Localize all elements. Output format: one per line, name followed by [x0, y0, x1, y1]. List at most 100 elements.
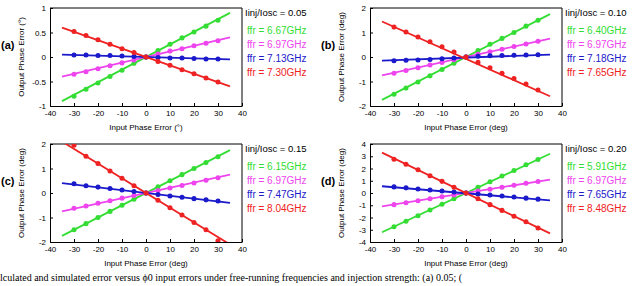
y-tick-label: -3: [359, 226, 367, 235]
simulated-point: [95, 80, 100, 85]
simulated-point: [71, 53, 76, 58]
x-tick-mark: [242, 103, 243, 106]
simulated-point: [523, 53, 528, 58]
x-axis-title: Input Phase Error (deg): [424, 123, 508, 132]
x-tick-label: -30: [69, 109, 81, 118]
plot-area: [382, 153, 550, 234]
x-tick-label: 10: [486, 109, 495, 118]
simulated-point: [523, 81, 528, 86]
simulated-point: [499, 36, 504, 41]
simulated-point: [451, 50, 456, 55]
y-tick-label: 1: [362, 29, 367, 38]
calculated-line: [62, 37, 230, 76]
y-axis-title: Output Phase Error (deg): [337, 12, 346, 102]
plot-frame: [370, 8, 562, 106]
simulated-point: [499, 47, 504, 52]
x-axis: -40-30-20-10010203040: [45, 239, 248, 254]
y-tick: 0: [362, 189, 373, 198]
x-axis-title: Input Phase Error (°): [109, 123, 183, 132]
calculated-line: [382, 21, 550, 96]
simulated-point: [155, 59, 160, 64]
simulated-point: [179, 55, 184, 60]
simulated-point: [95, 37, 100, 42]
legend-entry: ffr = 7.13GHz: [247, 53, 307, 64]
y-tick-label: -1: [39, 214, 47, 223]
x-tick-label: 30: [214, 245, 223, 254]
panel-label: (c): [1, 175, 15, 187]
y-tick: 1: [42, 165, 53, 174]
y-tick: -1: [39, 102, 53, 111]
x-tick-mark: [394, 239, 395, 242]
simulated-point: [143, 190, 148, 195]
simulated-point: [191, 196, 196, 201]
x-tick-label: -40: [365, 109, 377, 118]
simulated-point: [203, 178, 208, 183]
simulated-point: [463, 54, 468, 59]
x-tick: -10: [117, 239, 129, 254]
simulated-point: [95, 161, 100, 166]
simulated-point: [523, 162, 528, 167]
simulated-point: [143, 54, 148, 59]
y-tick-label: -2: [359, 102, 367, 111]
simulated-point: [523, 24, 528, 29]
simulated-point: [427, 187, 432, 192]
simulated-point: [107, 186, 112, 191]
y-tick-label: 0.5: [35, 29, 47, 38]
figure: -40-30-20-10010203040-1-0.500.51Input Ph…: [0, 0, 640, 286]
y-tick: 2: [42, 140, 53, 149]
x-tick-mark: [146, 239, 147, 242]
y-tick-label: -2: [359, 214, 367, 223]
x-tick: 20: [190, 103, 199, 118]
y-tick-label: 4: [362, 140, 367, 149]
x-tick-label: 10: [486, 245, 495, 254]
y-tick-mark: [50, 242, 53, 243]
x-tick-mark: [74, 239, 75, 242]
simulated-point: [427, 73, 432, 78]
y-tick-mark: [50, 33, 53, 34]
simulated-point: [439, 179, 444, 184]
calculated-line: [382, 186, 550, 200]
y-tick: 1: [362, 177, 373, 186]
x-tick-label: 20: [190, 109, 199, 118]
simulated-point: [511, 30, 516, 35]
y-tick-mark: [370, 82, 373, 83]
calculated-line: [382, 154, 550, 232]
simulated-point: [119, 203, 124, 208]
simulated-point: [487, 42, 492, 47]
x-tick-mark: [98, 239, 99, 242]
simulated-point: [131, 183, 136, 188]
simulated-point: [191, 71, 196, 76]
simulated-point: [511, 195, 516, 200]
x-axis-line: [371, 242, 563, 243]
plot-area: [62, 144, 230, 242]
panel-label: (d): [321, 175, 335, 187]
simulated-point: [535, 52, 540, 57]
x-tick: 30: [214, 103, 223, 118]
legend-entry: ffr = 8.04GHz: [247, 203, 307, 214]
simulated-point: [203, 56, 208, 61]
legend-entry: ffr = 6.97GHz: [567, 39, 627, 50]
simulated-point: [143, 190, 148, 195]
y-tick: -3: [359, 226, 373, 235]
y-tick: 2: [362, 4, 373, 13]
simulated-point: [439, 44, 444, 49]
simulated-point: [155, 192, 160, 197]
y-tick: -2: [39, 238, 53, 247]
simulated-point: [179, 172, 184, 177]
simulated-point: [143, 54, 148, 59]
y-tick-label: -4: [359, 238, 367, 247]
calculated-line: [382, 180, 550, 207]
simulated-point: [107, 198, 112, 203]
y-tick-mark: [370, 218, 373, 219]
x-tick-mark: [74, 103, 75, 106]
x-tick-label: -10: [437, 109, 449, 118]
simulated-point: [511, 168, 516, 173]
calculated-line: [62, 183, 230, 203]
simulated-point: [107, 209, 112, 214]
x-tick-label: 30: [534, 245, 543, 254]
simulated-point: [215, 18, 220, 23]
x-axis-line: [51, 106, 243, 107]
x-tick: 40: [558, 239, 567, 254]
plot-frame: [50, 144, 242, 242]
y-tick: 1: [362, 29, 373, 38]
